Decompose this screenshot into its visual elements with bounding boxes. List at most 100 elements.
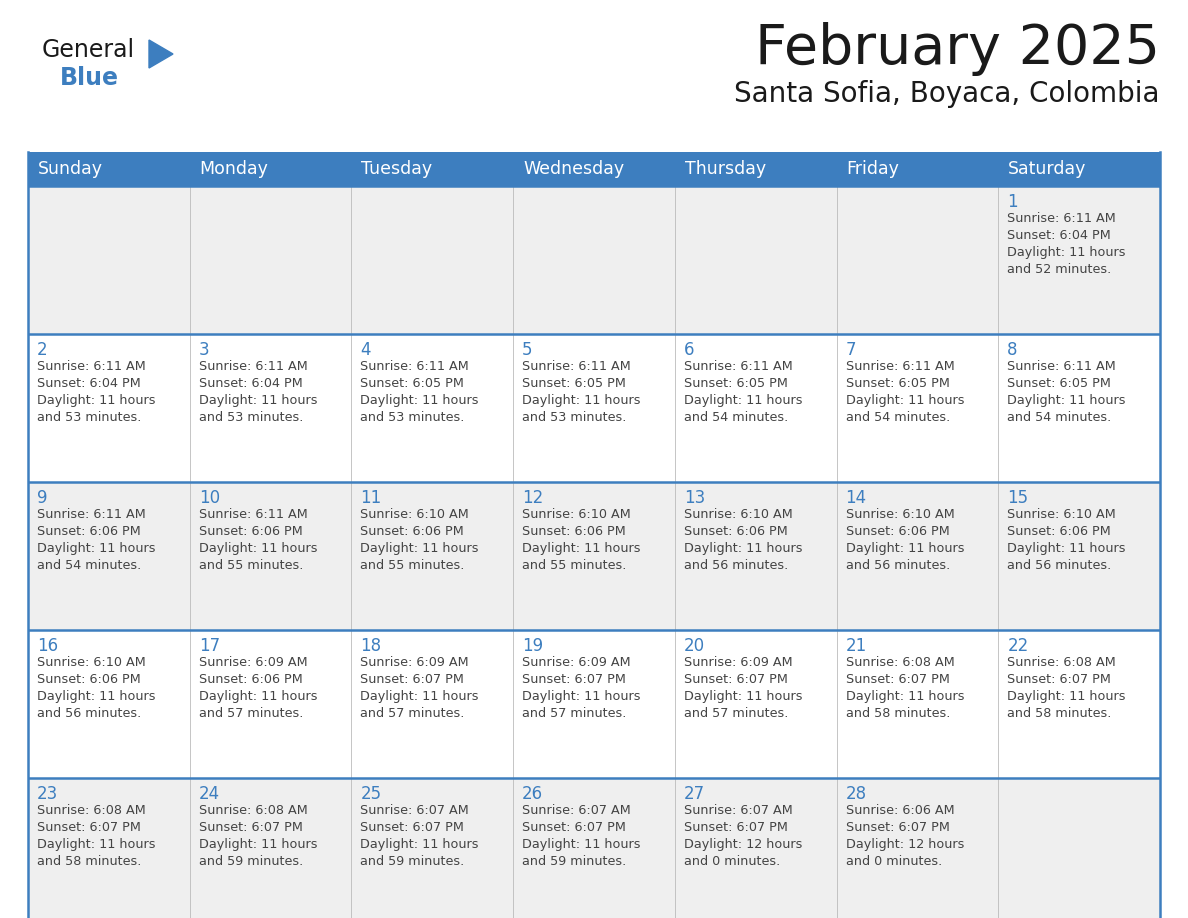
Text: Sunrise: 6:08 AM: Sunrise: 6:08 AM bbox=[1007, 656, 1116, 669]
Text: and 58 minutes.: and 58 minutes. bbox=[846, 707, 950, 720]
Text: Wednesday: Wednesday bbox=[523, 160, 624, 178]
Text: Sunset: 6:06 PM: Sunset: 6:06 PM bbox=[684, 525, 788, 538]
Text: Sunset: 6:06 PM: Sunset: 6:06 PM bbox=[846, 525, 949, 538]
Text: Daylight: 11 hours: Daylight: 11 hours bbox=[684, 690, 802, 703]
Text: Daylight: 11 hours: Daylight: 11 hours bbox=[523, 838, 640, 851]
Text: Sunrise: 6:10 AM: Sunrise: 6:10 AM bbox=[37, 656, 146, 669]
Text: 28: 28 bbox=[846, 785, 867, 803]
Text: Sunset: 6:04 PM: Sunset: 6:04 PM bbox=[1007, 229, 1111, 242]
Text: and 56 minutes.: and 56 minutes. bbox=[1007, 559, 1112, 572]
Text: and 57 minutes.: and 57 minutes. bbox=[523, 707, 626, 720]
Text: Sunrise: 6:11 AM: Sunrise: 6:11 AM bbox=[684, 360, 792, 373]
Text: Sunrise: 6:11 AM: Sunrise: 6:11 AM bbox=[198, 508, 308, 521]
Text: Sunrise: 6:09 AM: Sunrise: 6:09 AM bbox=[684, 656, 792, 669]
Text: 9: 9 bbox=[37, 489, 48, 507]
Text: Sunrise: 6:07 AM: Sunrise: 6:07 AM bbox=[684, 804, 792, 817]
Text: 6: 6 bbox=[684, 341, 694, 359]
Text: Daylight: 11 hours: Daylight: 11 hours bbox=[360, 394, 479, 407]
Text: Sunrise: 6:11 AM: Sunrise: 6:11 AM bbox=[1007, 360, 1116, 373]
Text: Daylight: 11 hours: Daylight: 11 hours bbox=[37, 838, 156, 851]
Text: Daylight: 11 hours: Daylight: 11 hours bbox=[846, 542, 965, 555]
Text: and 54 minutes.: and 54 minutes. bbox=[846, 411, 950, 424]
Text: Sunrise: 6:10 AM: Sunrise: 6:10 AM bbox=[1007, 508, 1116, 521]
Text: Sunset: 6:07 PM: Sunset: 6:07 PM bbox=[360, 821, 465, 834]
Text: and 53 minutes.: and 53 minutes. bbox=[360, 411, 465, 424]
Text: Daylight: 11 hours: Daylight: 11 hours bbox=[846, 690, 965, 703]
Text: Daylight: 11 hours: Daylight: 11 hours bbox=[198, 838, 317, 851]
Text: 17: 17 bbox=[198, 637, 220, 655]
Text: and 0 minutes.: and 0 minutes. bbox=[846, 855, 942, 868]
Text: and 55 minutes.: and 55 minutes. bbox=[198, 559, 303, 572]
Text: 2: 2 bbox=[37, 341, 48, 359]
Text: Daylight: 11 hours: Daylight: 11 hours bbox=[37, 394, 156, 407]
Text: February 2025: February 2025 bbox=[756, 22, 1159, 76]
Text: and 54 minutes.: and 54 minutes. bbox=[37, 559, 141, 572]
Text: Daylight: 12 hours: Daylight: 12 hours bbox=[846, 838, 963, 851]
Text: Sunrise: 6:11 AM: Sunrise: 6:11 AM bbox=[523, 360, 631, 373]
Text: Sunset: 6:05 PM: Sunset: 6:05 PM bbox=[360, 377, 465, 390]
Text: 13: 13 bbox=[684, 489, 706, 507]
Bar bbox=[29, 482, 1159, 630]
Text: 11: 11 bbox=[360, 489, 381, 507]
Text: Sunrise: 6:10 AM: Sunrise: 6:10 AM bbox=[846, 508, 954, 521]
Text: Daylight: 11 hours: Daylight: 11 hours bbox=[1007, 246, 1126, 259]
Text: Sunset: 6:06 PM: Sunset: 6:06 PM bbox=[360, 525, 465, 538]
Text: Sunset: 6:04 PM: Sunset: 6:04 PM bbox=[198, 377, 303, 390]
Text: Sunset: 6:07 PM: Sunset: 6:07 PM bbox=[684, 673, 788, 686]
Text: and 59 minutes.: and 59 minutes. bbox=[523, 855, 626, 868]
Text: and 59 minutes.: and 59 minutes. bbox=[198, 855, 303, 868]
Text: and 56 minutes.: and 56 minutes. bbox=[684, 559, 788, 572]
Text: Sunset: 6:05 PM: Sunset: 6:05 PM bbox=[846, 377, 949, 390]
Text: Sunset: 6:07 PM: Sunset: 6:07 PM bbox=[523, 673, 626, 686]
Text: 3: 3 bbox=[198, 341, 209, 359]
Text: Sunrise: 6:11 AM: Sunrise: 6:11 AM bbox=[360, 360, 469, 373]
Text: and 53 minutes.: and 53 minutes. bbox=[37, 411, 141, 424]
Text: Daylight: 11 hours: Daylight: 11 hours bbox=[37, 690, 156, 703]
Text: Sunset: 6:07 PM: Sunset: 6:07 PM bbox=[846, 673, 949, 686]
Text: Sunset: 6:05 PM: Sunset: 6:05 PM bbox=[684, 377, 788, 390]
Text: and 56 minutes.: and 56 minutes. bbox=[846, 559, 950, 572]
Text: Daylight: 11 hours: Daylight: 11 hours bbox=[1007, 542, 1126, 555]
Text: General: General bbox=[42, 38, 135, 62]
Text: Sunrise: 6:08 AM: Sunrise: 6:08 AM bbox=[37, 804, 146, 817]
Bar bbox=[29, 630, 1159, 778]
Text: Thursday: Thursday bbox=[684, 160, 766, 178]
Text: Daylight: 12 hours: Daylight: 12 hours bbox=[684, 838, 802, 851]
Text: Blue: Blue bbox=[61, 66, 119, 90]
Text: Daylight: 11 hours: Daylight: 11 hours bbox=[1007, 690, 1126, 703]
Text: Sunset: 6:07 PM: Sunset: 6:07 PM bbox=[846, 821, 949, 834]
Text: and 54 minutes.: and 54 minutes. bbox=[1007, 411, 1112, 424]
Text: Sunset: 6:07 PM: Sunset: 6:07 PM bbox=[684, 821, 788, 834]
Text: Daylight: 11 hours: Daylight: 11 hours bbox=[198, 542, 317, 555]
Text: Friday: Friday bbox=[847, 160, 899, 178]
Text: 18: 18 bbox=[360, 637, 381, 655]
Text: 5: 5 bbox=[523, 341, 532, 359]
Text: Sunset: 6:06 PM: Sunset: 6:06 PM bbox=[37, 525, 140, 538]
Text: Santa Sofia, Boyaca, Colombia: Santa Sofia, Boyaca, Colombia bbox=[734, 80, 1159, 108]
Bar bbox=[29, 778, 1159, 918]
Text: Daylight: 11 hours: Daylight: 11 hours bbox=[523, 542, 640, 555]
Text: 27: 27 bbox=[684, 785, 704, 803]
Text: and 54 minutes.: and 54 minutes. bbox=[684, 411, 788, 424]
Text: Sunrise: 6:11 AM: Sunrise: 6:11 AM bbox=[846, 360, 954, 373]
Text: 1: 1 bbox=[1007, 193, 1018, 211]
Text: and 53 minutes.: and 53 minutes. bbox=[523, 411, 626, 424]
Text: Sunset: 6:07 PM: Sunset: 6:07 PM bbox=[37, 821, 141, 834]
Text: 4: 4 bbox=[360, 341, 371, 359]
Text: 10: 10 bbox=[198, 489, 220, 507]
Bar bbox=[29, 186, 1159, 334]
Text: Sunset: 6:06 PM: Sunset: 6:06 PM bbox=[1007, 525, 1111, 538]
Text: Daylight: 11 hours: Daylight: 11 hours bbox=[198, 690, 317, 703]
Text: Sunset: 6:06 PM: Sunset: 6:06 PM bbox=[37, 673, 140, 686]
Text: Sunrise: 6:10 AM: Sunrise: 6:10 AM bbox=[360, 508, 469, 521]
Text: and 58 minutes.: and 58 minutes. bbox=[37, 855, 141, 868]
Text: Sunrise: 6:11 AM: Sunrise: 6:11 AM bbox=[37, 360, 146, 373]
Text: Daylight: 11 hours: Daylight: 11 hours bbox=[1007, 394, 1126, 407]
Text: Daylight: 11 hours: Daylight: 11 hours bbox=[360, 838, 479, 851]
Text: and 0 minutes.: and 0 minutes. bbox=[684, 855, 781, 868]
Text: Sunrise: 6:10 AM: Sunrise: 6:10 AM bbox=[523, 508, 631, 521]
Text: Sunset: 6:07 PM: Sunset: 6:07 PM bbox=[523, 821, 626, 834]
Text: and 57 minutes.: and 57 minutes. bbox=[360, 707, 465, 720]
Text: 20: 20 bbox=[684, 637, 704, 655]
Text: and 53 minutes.: and 53 minutes. bbox=[198, 411, 303, 424]
